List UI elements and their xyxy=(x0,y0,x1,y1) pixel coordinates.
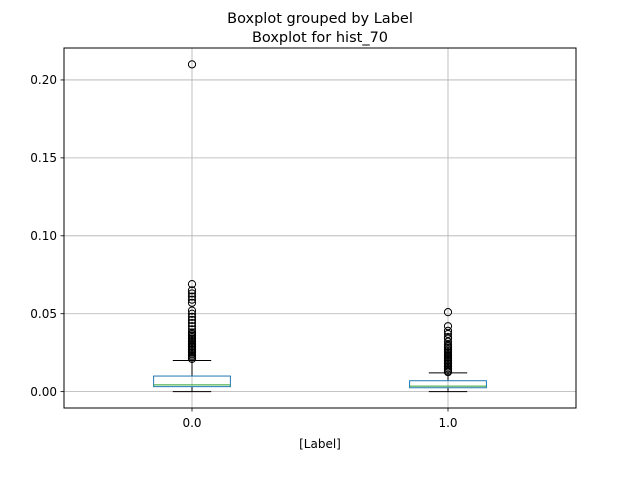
outlier-point xyxy=(187,295,197,304)
grid-layer xyxy=(64,48,576,408)
x-axis-label: [Label] xyxy=(299,437,341,451)
outlier-point xyxy=(187,286,197,295)
box-group xyxy=(409,308,487,393)
y-tick-label: 0.15 xyxy=(30,151,57,165)
outlier-point xyxy=(443,340,453,349)
iqr-box xyxy=(409,380,487,389)
outlier-point xyxy=(443,332,453,342)
axes-frame xyxy=(63,47,577,409)
outlier-point xyxy=(187,328,197,337)
chart-suptitle: Boxplot grouped by Label xyxy=(227,11,413,27)
outlier-point xyxy=(187,306,197,315)
box-group xyxy=(153,60,231,393)
x-tick-label: 0.0 xyxy=(182,416,201,430)
y-tick-label: 0.00 xyxy=(30,385,57,399)
outlier-point xyxy=(187,60,197,69)
outlier-point xyxy=(187,325,197,334)
outlier-point xyxy=(187,322,197,331)
outlier-point xyxy=(187,292,197,301)
outlier-point xyxy=(187,309,197,318)
outlier-point xyxy=(187,298,197,307)
tick-layer: 0.00 0.05 0.10 0.15 0.20 0.0 1.0 xyxy=(30,73,457,430)
outlier-point xyxy=(443,326,453,335)
outlier-point xyxy=(187,318,197,328)
x-tick-label: 1.0 xyxy=(438,416,457,430)
outlier-point xyxy=(187,315,197,325)
box-layer xyxy=(153,60,487,393)
outlier-point xyxy=(187,280,197,289)
iqr-box xyxy=(153,375,231,388)
y-tick-label: 0.20 xyxy=(30,73,57,87)
y-tick-label: 0.10 xyxy=(30,229,57,243)
outlier-point xyxy=(187,312,197,321)
outlier-point xyxy=(443,322,453,331)
outlier-point xyxy=(187,289,197,298)
outlier-point xyxy=(443,329,453,339)
chart-title: Boxplot for hist_70 xyxy=(252,30,388,46)
outlier-point xyxy=(443,308,453,317)
outlier-point xyxy=(443,337,453,346)
y-tick-label: 0.05 xyxy=(30,307,57,321)
